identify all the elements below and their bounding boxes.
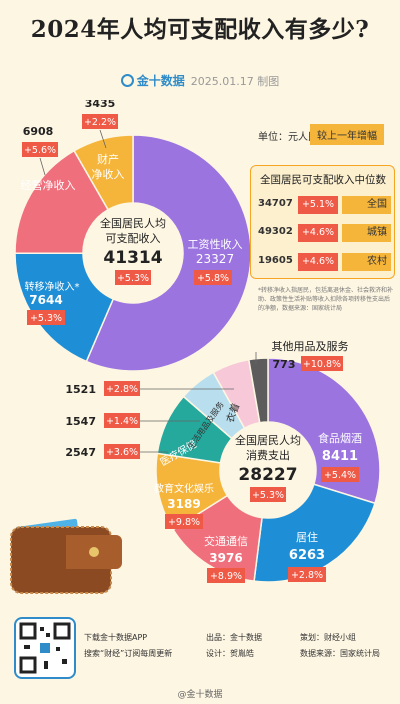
median-change: +4.6% [298,224,338,242]
slice-badge [165,514,203,529]
slice-outside-badge [104,381,140,396]
center-value: 28227 [238,465,297,485]
slice-label: 财产 [97,152,119,166]
slice-outside-change: +5.6% [24,145,56,156]
brand-logo-icon [120,74,134,87]
median-change: +4.6% [298,253,338,271]
median-label: 农村 [342,253,391,271]
median-label: 全国 [342,196,391,214]
slice-outside-change: +10.8% [303,359,341,370]
slice-badge [27,310,65,325]
slice-label: 教育文化娱乐 [154,482,214,495]
planner-text: 策划：财经小组 [300,633,356,642]
center-badge [115,270,151,285]
median-value: 19605 [258,255,293,266]
brand-line: 金十数据 2025.01.17 制图 [0,72,400,89]
slice-change: +5.8% [197,273,229,284]
search-text: 搜索“财经”订阅每周更新 [84,649,173,658]
slice-label: 食品烟酒 [318,431,362,445]
slice-value-outside: 2547 [65,446,96,459]
slice-value-outside: 1521 [65,383,96,396]
center-line1: 全国居民人均 [100,216,166,230]
slice-badge [207,568,245,583]
slice-outside-badge [22,142,58,157]
slice-change: +2.8% [291,570,323,581]
slice-label-outside: 其他用品及服务 [272,340,349,353]
center-value: 41314 [103,248,162,268]
download-text: 下载金十数据APP [84,633,148,642]
slice-value: 3189 [167,497,200,511]
median-row-national: 34707 +5.1% 全国 [252,196,391,214]
median-label: 城镇 [342,224,391,242]
median-value: 34707 [258,198,293,209]
leader-line [99,129,107,149]
slice-label: 交通通信 [204,534,248,548]
center-badge [250,487,286,502]
qr-code[interactable] [14,617,76,679]
slice-outside-badge [301,356,343,371]
donut-hole [220,422,316,518]
slice-outside-badge [82,114,118,129]
slice-value: 23327 [196,252,234,266]
unit-label: 单位：元人民币 [258,132,328,143]
slice-value: 8411 [322,449,358,464]
slice-badge [321,467,359,482]
slice-badge [194,270,232,285]
producer-text: 出品：金十数据 [206,633,262,642]
slice-change: +5.3% [30,313,62,324]
slice-value-outside: 3435 [85,100,116,110]
slice-1 [253,483,376,583]
slice-outside-badge [104,444,140,459]
median-title: 全国居民可支配收入中位数 [260,174,386,186]
center-line2: 可支配收入 [106,231,161,245]
median-change: +5.1% [298,196,338,214]
footnote: *转移净收入指居民，包括离退休金、社会救济和补助、政策性生活补贴等收入扣除各项转… [258,287,394,312]
page-title: 2024年人均可支配收入有多少? [30,16,370,43]
slice-outside-change: +3.6% [106,447,138,458]
slice-badge [288,567,326,582]
designer-text: 设计：贺胤皓 [206,649,254,658]
slice-value-outside: 1547 [65,415,96,428]
slice-value-outside: 773 [273,358,296,371]
watermark: @金十数据 [177,690,223,700]
slice-label: 居住 [296,530,318,544]
wallet-illustration [10,518,122,594]
median-value: 49302 [258,226,293,237]
source-text: 数据来源：国家统计局 [300,649,380,658]
slice-label: 净收入 [92,167,125,181]
slice-value: 6263 [289,548,325,563]
slice-outside-change: +1.4% [106,416,138,427]
slice-label: 工资性收入 [188,237,243,251]
slice-change: +5.4% [324,470,356,481]
center-change: +5.3% [252,490,284,501]
slice-label: 转移净收入* [25,280,80,293]
brand-date: 2025.01.17 制图 [190,75,280,88]
slice-label: 经营净收入 [21,178,76,192]
slice-0 [85,134,252,372]
center-line1: 全国居民人均 [235,433,301,447]
median-row-urban: 49302 +4.6% 城镇 [252,224,391,242]
slice-outside-badge [104,413,140,428]
leader-line [39,157,46,176]
center-line2: 消费支出 [246,448,290,462]
qr-pattern-icon [19,622,71,674]
slice-outside-change: +2.2% [84,117,116,128]
slice-change: +8.9% [210,571,242,582]
median-row-rural: 19605 +4.6% 农村 [252,253,391,271]
donut-hole [83,203,183,303]
slice-value-outside: 6908 [23,125,54,138]
slice-outside-change: +2.8% [106,384,138,395]
slice-value: 3976 [209,551,242,565]
brand-name: 金十数据 [136,74,185,88]
slice-change: +9.8% [168,517,200,528]
center-change: +5.3% [117,273,149,284]
slice-value: 7644 [29,293,62,307]
compare-legend: 较上一年增幅 [310,124,384,145]
